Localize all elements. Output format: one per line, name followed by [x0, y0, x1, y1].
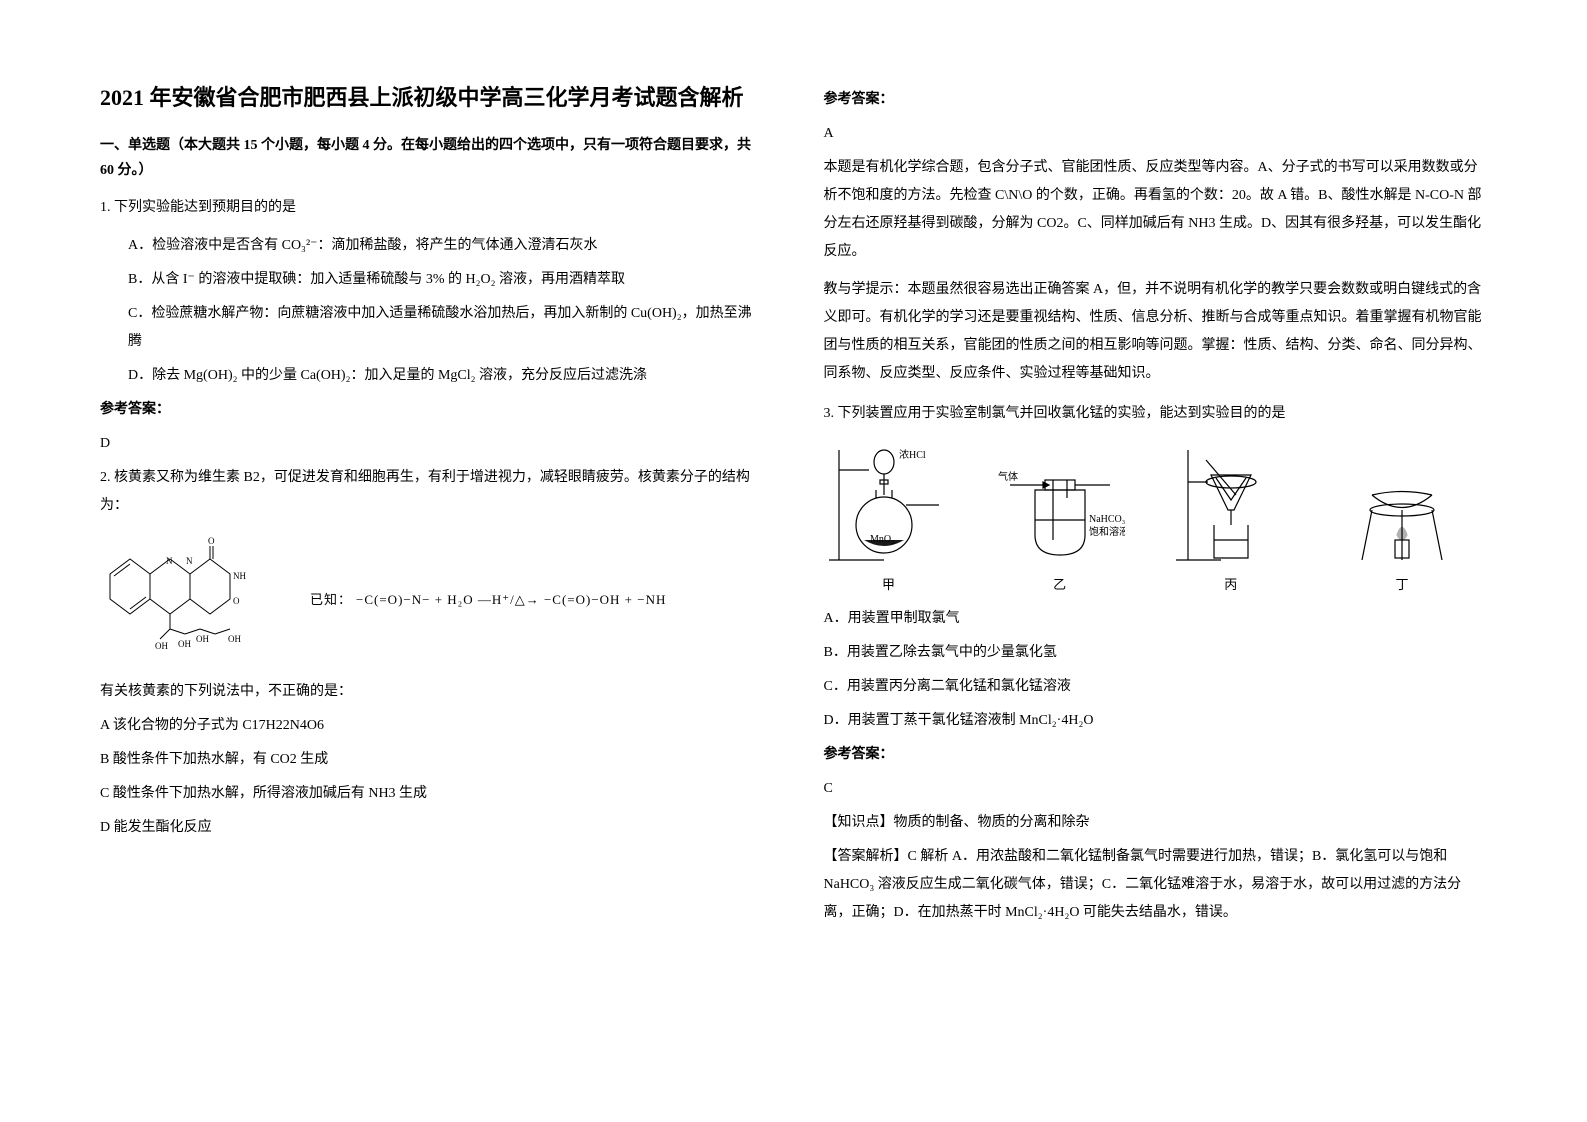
molecule-diagram: N N O NH O OH OH OH OH: [100, 534, 280, 664]
apparatus-yi-label: 乙: [1053, 574, 1066, 593]
svg-text:N: N: [166, 556, 173, 566]
q1-answer-label: 参考答案：: [100, 396, 764, 424]
apparatus-yi-svg: 气体 NaHCO₃ 饱和溶液: [995, 440, 1125, 570]
label-saturated: 饱和溶液: [1089, 525, 1125, 538]
label-nahco3: NaHCO₃: [1089, 514, 1125, 525]
q1-answer: D: [100, 430, 764, 458]
q3-stem: 3. 下列装置应用于实验室制氯气并回收氯化锰的实验，能达到实验目的的是: [824, 400, 1488, 428]
q1-option-a: A．检验溶液中是否含有 CO₃²⁻：滴加稀盐酸，将产生的气体通入澄清石灰水: [128, 232, 764, 260]
q2-answer: A: [824, 120, 1488, 148]
label-gas: 气体: [998, 470, 1018, 483]
apparatus-ding-svg: [1337, 440, 1467, 570]
right-column: 参考答案： A 本题是有机化学综合题，包含分子式、官能团性质、反应类型等内容。A…: [824, 80, 1488, 1082]
q2-option-d: D 能发生酯化反应: [100, 814, 764, 842]
apparatus-bing: 丙: [1166, 440, 1296, 593]
apparatus-jia: 浓HCl MnO₂ 甲: [824, 440, 954, 593]
apparatus-jia-label: 甲: [882, 574, 895, 593]
section-heading: 一、单选题（本大题共 15 个小题，每小题 4 分。在每小题给出的四个选项中，只…: [100, 133, 764, 183]
q3-explanation: 【答案解析】C 解析 A．用浓盐酸和二氧化锰制备氯气时需要进行加热，错误；B．氯…: [824, 843, 1488, 927]
q2-structure-figure: N N O NH O OH OH OH OH 已知： −C(=O)−N− + H…: [100, 534, 764, 664]
known-prefix: 已知：: [310, 592, 352, 607]
q3-option-b: B．用装置乙除去氯气中的少量氯化氢: [824, 639, 1488, 667]
document-title: 2021 年安徽省合肥市肥西县上派初级中学高三化学月考试题含解析: [100, 80, 764, 115]
apparatus-row: 浓HCl MnO₂ 甲: [824, 440, 1488, 593]
q1-option-c: C．检验蔗糖水解产物：向蔗糖溶液中加入适量稀硫酸水浴加热后，再加入新制的 Cu(…: [128, 300, 764, 356]
reaction-equation: −C(=O)−N− + H₂O —H⁺/△→ −C(=O)−OH + −NH: [356, 592, 666, 607]
apparatus-bing-svg: [1166, 440, 1296, 570]
svg-text:N: N: [186, 556, 193, 566]
svg-text:O: O: [233, 596, 240, 606]
svg-text:OH: OH: [196, 634, 209, 644]
q3-knowledge-point: 【知识点】物质的制备、物质的分离和除杂: [824, 809, 1488, 837]
q3-option-a: A．用装置甲制取氯气: [824, 605, 1488, 633]
q1-stem: 1. 下列实验能达到预期目的的是: [100, 194, 764, 222]
q2-explanation-1: 本题是有机化学综合题，包含分子式、官能团性质、反应类型等内容。A、分子式的书写可…: [824, 154, 1488, 266]
label-hcl: 浓HCl: [899, 449, 926, 461]
apparatus-yi: 气体 NaHCO₃ 饱和溶液 乙: [995, 440, 1125, 593]
left-column: 2021 年安徽省合肥市肥西县上派初级中学高三化学月考试题含解析 一、单选题（本…: [100, 80, 764, 1082]
apparatus-bing-label: 丙: [1224, 574, 1237, 593]
svg-text:O: O: [208, 536, 215, 546]
svg-text:NH: NH: [233, 571, 246, 581]
q2-option-a: A 该化合物的分子式为 C17H22N4O6: [100, 712, 764, 740]
apparatus-jia-svg: 浓HCl MnO₂: [824, 440, 954, 570]
q3-option-d: D．用装置丁蒸干氯化锰溶液制 MnCl₂·4H₂O: [824, 707, 1488, 735]
q3-answer: C: [824, 775, 1488, 803]
svg-text:OH: OH: [155, 641, 168, 651]
q2-option-c: C 酸性条件下加热水解，所得溶液加碱后有 NH3 生成: [100, 780, 764, 808]
svg-text:OH: OH: [228, 634, 241, 644]
apparatus-ding: 丁: [1337, 440, 1467, 593]
q2-stem: 2. 核黄素又称为维生素 B2，可促进发育和细胞再生，有利于增进视力，减轻眼睛疲…: [100, 464, 764, 520]
q2-answer-label: 参考答案：: [824, 86, 1488, 114]
q3-answer-label: 参考答案：: [824, 741, 1488, 769]
q1-option-d: D．除去 Mg(OH)₂ 中的少量 Ca(OH)₂：加入足量的 MgCl₂ 溶液…: [128, 362, 764, 390]
q2-substem: 有关核黄素的下列说法中，不正确的是：: [100, 678, 764, 706]
q2-explanation-2: 教与学提示：本题虽然很容易选出正确答案 A，但，并不说明有机化学的教学只要会数数…: [824, 276, 1488, 388]
q1-option-b: B．从含 I⁻ 的溶液中提取碘：加入适量稀硫酸与 3% 的 H₂O₂ 溶液，再用…: [128, 266, 764, 294]
svg-text:OH: OH: [178, 639, 191, 649]
q2-option-b: B 酸性条件下加热水解，有 CO2 生成: [100, 746, 764, 774]
q3-option-c: C．用装置丙分离二氧化锰和氯化锰溶液: [824, 673, 1488, 701]
reaction-known: 已知： −C(=O)−N− + H₂O —H⁺/△→ −C(=O)−OH + −…: [310, 589, 666, 609]
apparatus-ding-label: 丁: [1395, 574, 1408, 593]
